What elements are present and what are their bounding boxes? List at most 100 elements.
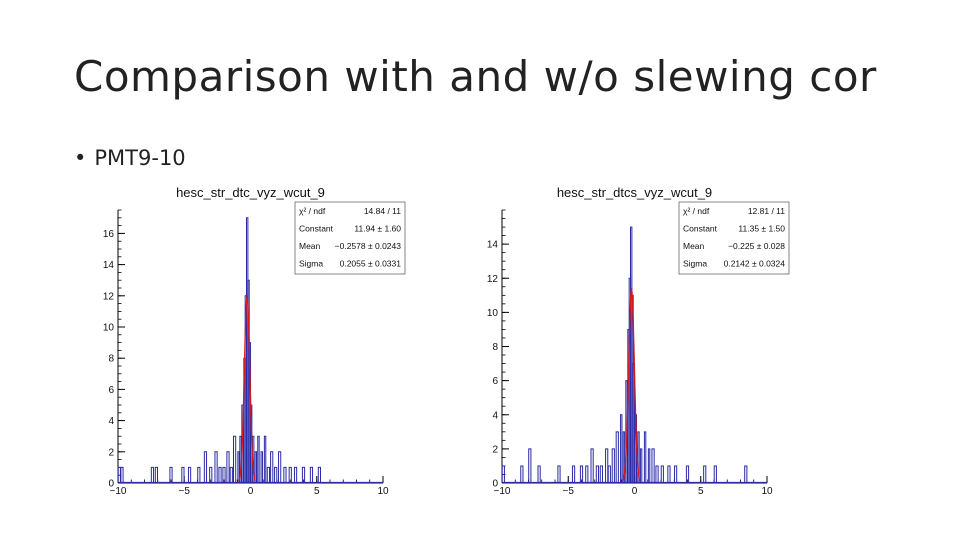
histogram-bin: [270, 451, 274, 483]
stats-value: 11.35 ± 1.50: [738, 224, 785, 234]
histogram-bin: [317, 466, 321, 483]
stats-label: χ² / ndf: [683, 206, 710, 216]
histogram-bin: [639, 448, 643, 483]
y-tick-label: 14: [103, 260, 115, 271]
x-tick-label: 0: [248, 486, 254, 497]
histogram-bin: [203, 451, 208, 483]
y-tick-label: 10: [487, 308, 499, 319]
bullet-text: PMT9-10: [94, 146, 186, 170]
histogram-bin: [154, 466, 159, 483]
histogram-bin: [655, 465, 659, 483]
x-tick-label: −5: [179, 486, 191, 497]
histogram-bin: [197, 466, 201, 483]
histogram-bin: [274, 466, 278, 483]
x-tick-label: 0: [632, 486, 638, 497]
histogram-bin: [283, 466, 287, 483]
histogram-bin: [266, 466, 270, 483]
y-tick-label: 10: [103, 323, 115, 334]
histogram-bin: [620, 414, 623, 483]
x-tick-label: −10: [110, 486, 127, 497]
stats-label: Constant: [299, 224, 334, 234]
histogram-bin: [667, 465, 671, 483]
histogram-bin: [647, 448, 651, 483]
histogram-bin: [599, 465, 603, 483]
histogram-bin: [501, 465, 505, 483]
histogram-bin: [595, 465, 599, 483]
histogram-bin: [309, 466, 314, 483]
histogram-bin: [120, 466, 124, 483]
histogram-bin: [254, 451, 257, 483]
histogram-bin: [713, 465, 717, 483]
histogram-bin: [703, 465, 707, 483]
stats-value: 14.84 / 11: [364, 206, 401, 216]
histogram-bin: [615, 431, 619, 483]
histogram-bin: [187, 466, 192, 483]
histogram-bin: [660, 465, 664, 483]
x-tick-label: 10: [761, 486, 773, 497]
stats-label: χ² / ndf: [299, 206, 326, 216]
y-tick-label: 4: [492, 410, 498, 421]
histogram-bin: [585, 465, 589, 483]
y-tick-label: 12: [103, 291, 115, 302]
histogram-bin: [579, 465, 584, 483]
histogram-bin: [278, 451, 282, 483]
stats-label: Sigma: [683, 259, 707, 269]
histogram-bin: [528, 448, 532, 483]
y-tick-label: 2: [492, 444, 498, 455]
stats-label: Mean: [299, 241, 321, 251]
histogram-bin: [257, 435, 260, 483]
histogram-bin: [622, 431, 626, 483]
histogram-bin: [673, 465, 678, 483]
histogram-bin: [209, 466, 213, 483]
x-tick-label: 5: [314, 486, 320, 497]
histogram-bin: [181, 466, 185, 483]
histogram-bin: [744, 465, 748, 483]
stats-box: [294, 201, 406, 275]
histogram-bin: [150, 466, 155, 483]
chart-title: hesc_str_dtcs_vyz_wcut_9: [557, 185, 712, 200]
stats-label: Mean: [683, 241, 705, 251]
histogram-bin: [293, 466, 298, 483]
histogram-bin: [520, 465, 524, 483]
y-tick-label: 6: [108, 385, 114, 396]
y-tick-label: 6: [492, 376, 498, 387]
histogram-bin: [288, 466, 292, 483]
gaussian-fit-line: [622, 287, 641, 482]
histogram-bin: [263, 435, 267, 483]
y-tick-label: 2: [108, 447, 114, 458]
histogram-bin: [685, 465, 690, 483]
stats-value: −0.2578 ± 0.0243: [335, 241, 402, 251]
chart-title: hesc_str_dtc_vyz_wcut_9: [176, 185, 325, 200]
y-tick-label: 4: [108, 416, 114, 427]
stats-value: −0.225 ± 0.028: [728, 241, 785, 251]
x-tick-label: 10: [377, 486, 389, 497]
bullet-item: • PMT9-10: [74, 146, 186, 170]
y-tick-label: 0: [492, 479, 498, 490]
x-tick-label: −10: [494, 486, 511, 497]
slide-title: Comparison with and w/o slewing cor: [74, 52, 877, 101]
histogram-chart-right: hesc_str_dtcs_vyz_wcut_9 −10 −5 0 5 10 0 2 4 6 8 10…: [487, 185, 790, 497]
histogram-bin: [605, 448, 609, 483]
y-tick-label: 8: [108, 354, 114, 365]
y-tick-label: 8: [492, 342, 498, 353]
histogram-bin: [214, 451, 218, 483]
histogram-bin: [571, 465, 576, 483]
y-tick-label: 14: [487, 240, 499, 251]
histogram-bin: [233, 435, 237, 483]
stats-value: 11.94 ± 1.60: [354, 224, 401, 234]
histogram-bin: [229, 466, 233, 483]
histogram-bin: [607, 465, 611, 483]
histogram-bin: [237, 451, 240, 483]
y-tick-label: 16: [103, 229, 115, 240]
stats-label: Sigma: [299, 259, 323, 269]
stats-value: 0.2142 ± 0.0324: [724, 259, 786, 269]
histogram-bin: [218, 466, 222, 483]
y-tick-label: 0: [108, 479, 114, 490]
stats-value: 0.2055 ± 0.0331: [340, 259, 402, 269]
histogram-bin: [590, 448, 594, 483]
stats-label: Constant: [683, 224, 718, 234]
histogram-bin: [222, 466, 226, 483]
x-tick-label: 5: [698, 486, 704, 497]
x-tick-label: −5: [563, 486, 575, 497]
bullet-marker: •: [74, 146, 87, 170]
